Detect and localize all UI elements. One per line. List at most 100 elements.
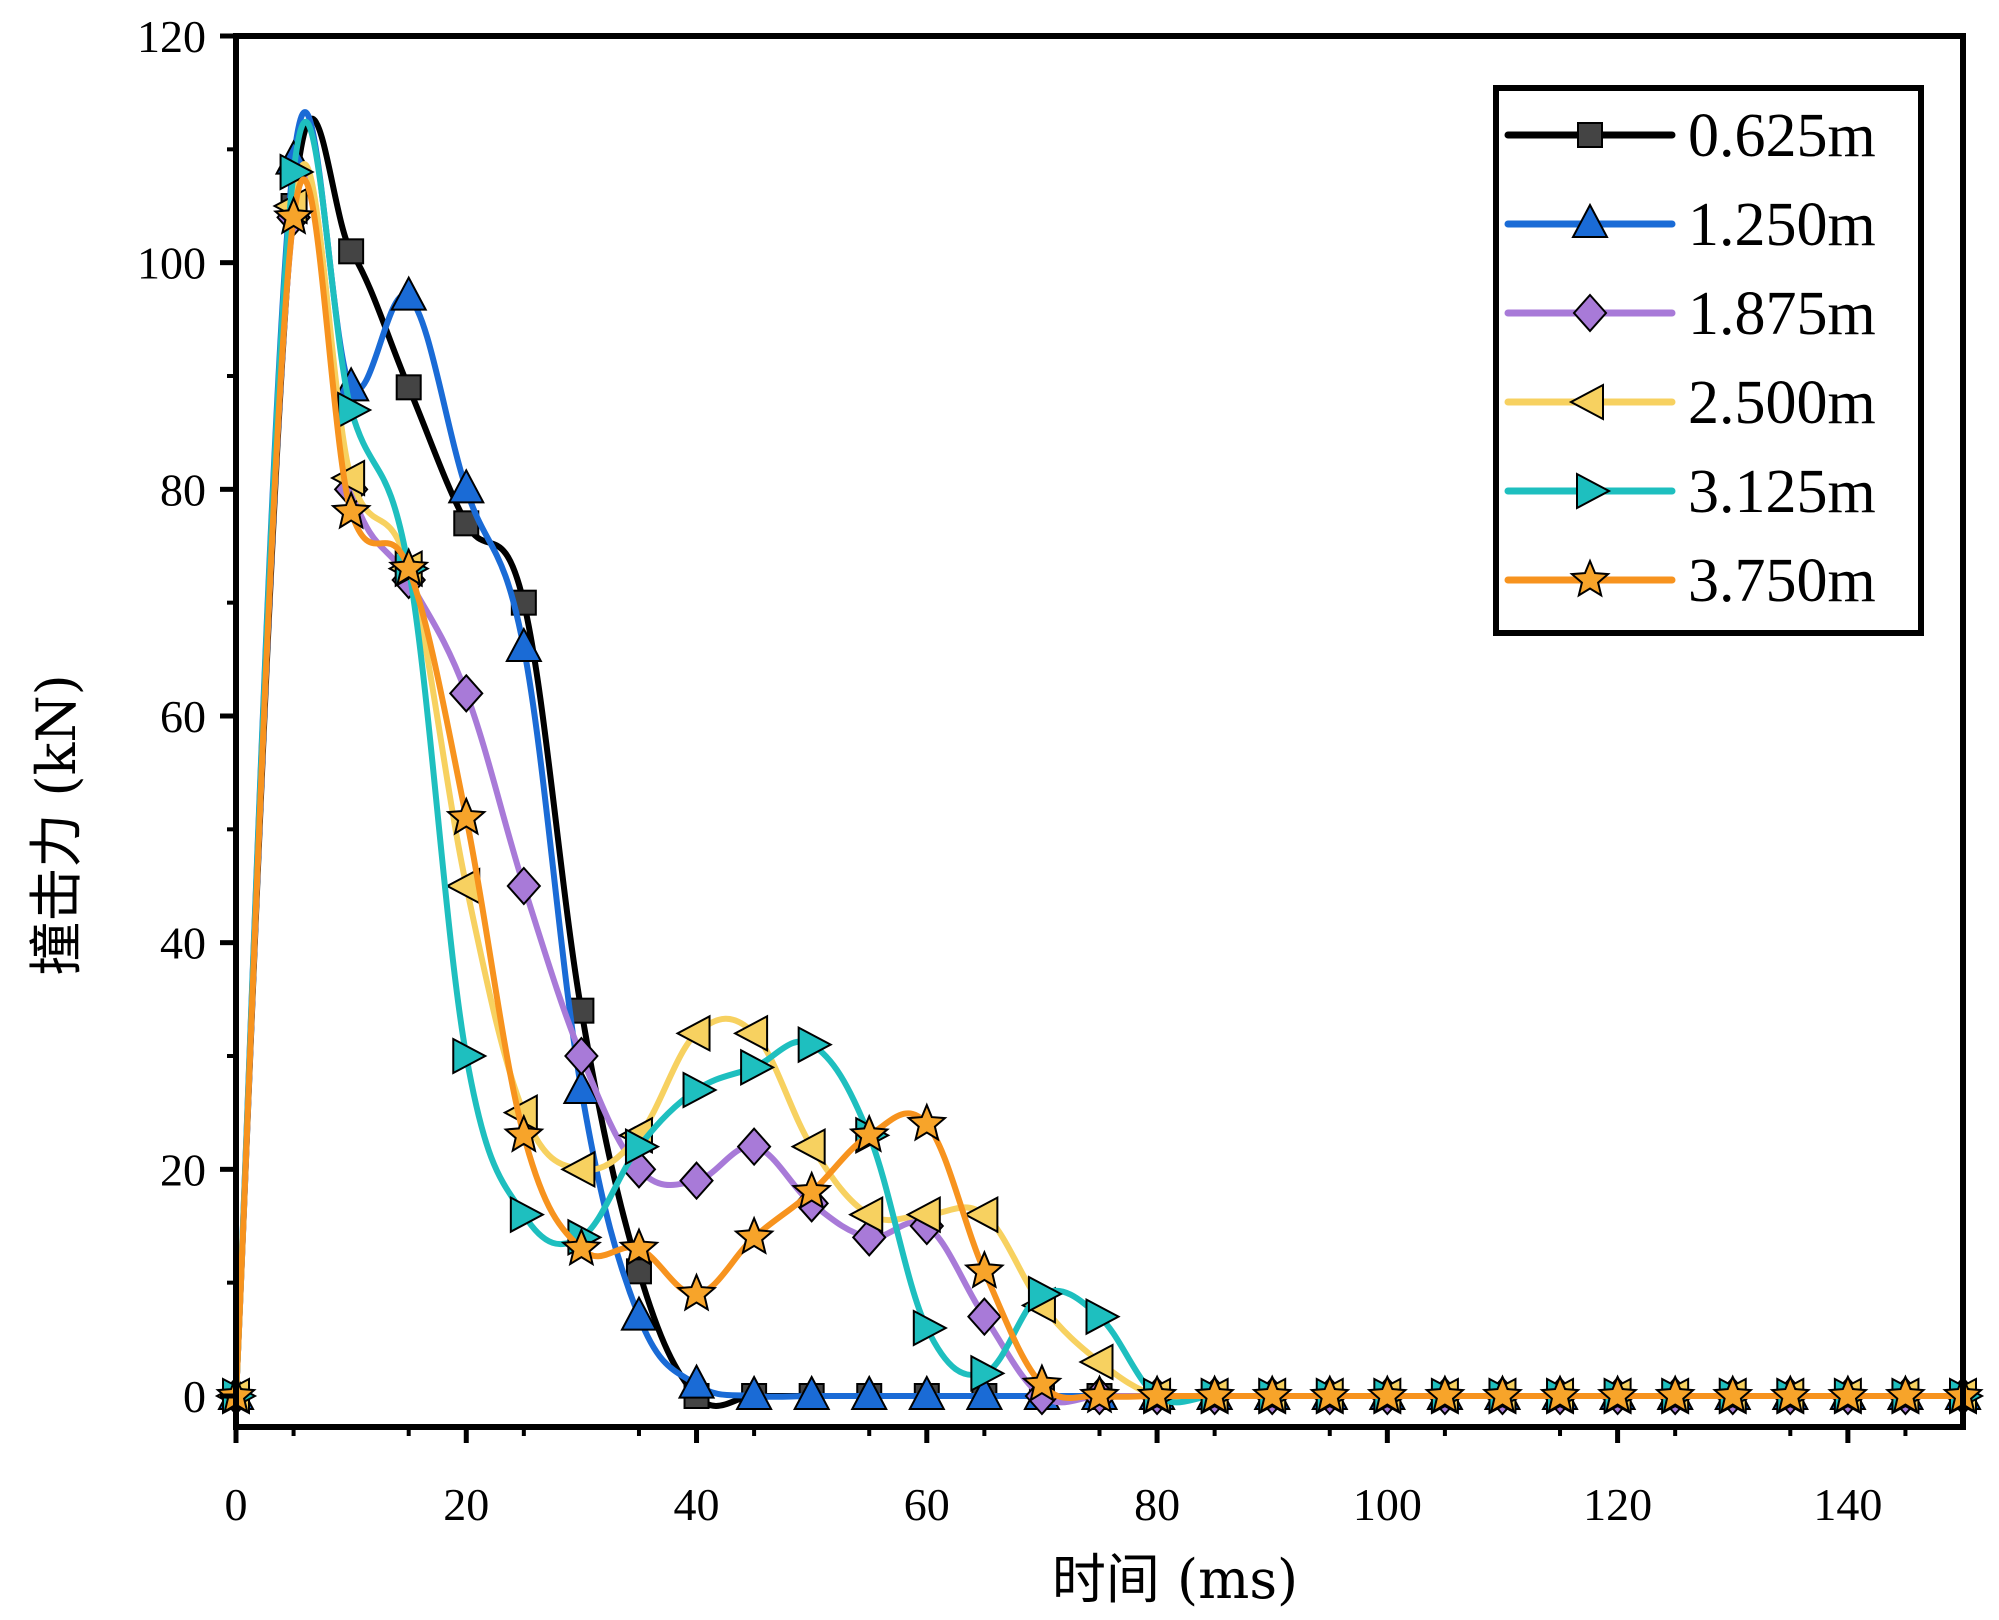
y-tick-label-100: 100 (137, 238, 206, 289)
data-point-3.750m-100 (1366, 1374, 1408, 1414)
data-point-1.250m-25 (505, 626, 543, 662)
legend-item-2.500m: 2.500m (1504, 369, 1876, 437)
data-point-3.750m-120 (1597, 1374, 1639, 1414)
legend-item-0.625m: 0.625m (1504, 102, 1876, 170)
data-point-3.125m-75 (1085, 1298, 1121, 1336)
legend-label-1.875m: 1.875m (1688, 280, 1876, 348)
data-point-3.750m-30 (560, 1227, 602, 1267)
legend-marker-1.875m (1572, 293, 1608, 333)
data-point-3.750m-45 (733, 1215, 775, 1255)
data-point-3.750m-50 (791, 1170, 833, 1210)
data-point-2.500m-75 (1078, 1343, 1114, 1381)
data-point-1.250m-35 (620, 1295, 658, 1331)
legend-item-3.750m: 3.750m (1504, 547, 1876, 615)
x-tick-label-140: 140 (1813, 1479, 1882, 1530)
data-point-3.125m-5 (279, 153, 315, 191)
x-tick-label-60: 60 (904, 1479, 950, 1530)
data-point-1.250m-40 (677, 1363, 716, 1399)
data-point-3.750m-130 (1712, 1374, 1754, 1414)
data-point-3.750m-135 (1769, 1374, 1811, 1414)
data-point-1.875m-45 (736, 1127, 772, 1167)
legend-label-3.750m: 3.750m (1688, 547, 1876, 615)
data-point-3.125m-40 (682, 1071, 718, 1109)
legend-label-3.125m: 3.125m (1688, 458, 1876, 526)
data-point-2.500m-60 (905, 1196, 941, 1234)
data-point-1.875m-40 (679, 1161, 714, 1201)
y-tick-label-60: 60 (160, 691, 206, 742)
legend-label-2.500m: 2.500m (1688, 369, 1876, 437)
x-tick-label-120: 120 (1583, 1479, 1652, 1530)
legend-label-0.625m: 0.625m (1688, 102, 1876, 170)
axes-layer: 0 20 40 60 80 100 120 140 0 20 40 60 80 100 120 (137, 11, 1966, 1530)
legend-item-1.875m: 1.875m (1504, 280, 1876, 348)
y-axis-title: 撞击力 (kN) (25, 674, 88, 975)
x-tick-label-0: 0 (225, 1479, 248, 1530)
y-tick-label-40: 40 (160, 918, 206, 969)
data-point-3.750m-40 (676, 1272, 718, 1312)
data-point-0.625m-35 (625, 1258, 652, 1285)
y-tick-label-20: 20 (160, 1144, 206, 1195)
data-point-1.250m-50 (793, 1374, 831, 1410)
data-point-1.250m-15 (390, 275, 428, 311)
data-point-3.750m-55 (848, 1113, 890, 1153)
data-point-1.250m-60 (908, 1374, 946, 1410)
data-point-3.750m-85 (1194, 1374, 1236, 1414)
x-axis-title: 时间 (ms) (1052, 1548, 1298, 1611)
legend-marker-0.625m (1577, 122, 1603, 148)
data-point-3.125m-35 (624, 1128, 661, 1166)
data-point-3.750m-10 (330, 490, 372, 530)
data-point-1.875m-20 (448, 673, 484, 713)
data-point-3.125m-65 (970, 1354, 1006, 1392)
data-point-3.750m-110 (1481, 1374, 1523, 1414)
data-point-1.250m-20 (447, 468, 485, 504)
data-point-1.250m-65 (965, 1374, 1004, 1410)
legend: 0.625m 1.250m 1.875m 2.500m 3.125m 3.750m (1493, 85, 1924, 636)
data-point-3.750m-75 (1078, 1374, 1121, 1414)
legend-item-1.250m: 1.250m (1504, 191, 1876, 259)
data-point-3.750m-65 (963, 1249, 1005, 1289)
data-point-2.500m-30 (560, 1150, 596, 1188)
data-point-1.875m-25 (506, 866, 542, 906)
data-point-3.750m-5 (273, 195, 315, 235)
data-point-2.500m-40 (675, 1014, 711, 1052)
data-point-2.500m-45 (732, 1014, 769, 1052)
x-tick-label-40: 40 (674, 1479, 720, 1530)
data-point-2.500m-65 (963, 1196, 999, 1234)
data-point-3.125m-45 (740, 1048, 776, 1086)
legend-marker-2.500m (1568, 383, 1604, 421)
x-tick-label-20: 20 (443, 1479, 489, 1530)
data-point-3.125m-70 (1027, 1275, 1064, 1313)
data-point-3.125m-60 (912, 1309, 948, 1347)
data-point-3.750m-80 (1136, 1374, 1178, 1414)
x-tick-label-100: 100 (1353, 1479, 1422, 1530)
legend-label-1.250m: 1.250m (1688, 191, 1876, 259)
legend-marker-1.250m (1571, 202, 1609, 238)
data-point-3.750m-95 (1309, 1374, 1351, 1414)
data-point-3.750m-20 (445, 796, 487, 836)
data-point-3.750m-115 (1539, 1374, 1581, 1414)
data-point-3.750m-125 (1654, 1374, 1696, 1414)
data-point-3.750m-105 (1424, 1374, 1466, 1414)
data-point-2.500m-50 (790, 1128, 826, 1166)
data-point-1.875m-65 (967, 1297, 1002, 1337)
data-point-1.250m-55 (850, 1374, 888, 1410)
data-point-1.250m-30 (562, 1068, 601, 1104)
data-point-3.750m-15 (388, 547, 430, 587)
data-point-3.750m-60 (906, 1102, 948, 1142)
data-point-3.125m-25 (509, 1196, 545, 1234)
data-point-0.625m-10 (338, 238, 365, 265)
data-point-1.250m-45 (735, 1374, 773, 1410)
data-point-3.750m-90 (1251, 1374, 1293, 1414)
y-tick-label-120: 120 (137, 11, 206, 62)
data-point-3.750m-145 (1884, 1374, 1926, 1414)
data-point-3.750m-70 (1021, 1363, 1063, 1403)
data-point-0.625m-15 (395, 374, 422, 401)
data-point-3.125m-50 (797, 1026, 833, 1064)
series-3.750m (215, 176, 1984, 1414)
x-tick-label-80: 80 (1134, 1479, 1180, 1530)
y-tick-label-80: 80 (160, 464, 206, 515)
legend-box (1493, 85, 1924, 636)
legend-marker-3.750m (1569, 558, 1611, 598)
legend-item-3.125m: 3.125m (1504, 458, 1876, 526)
